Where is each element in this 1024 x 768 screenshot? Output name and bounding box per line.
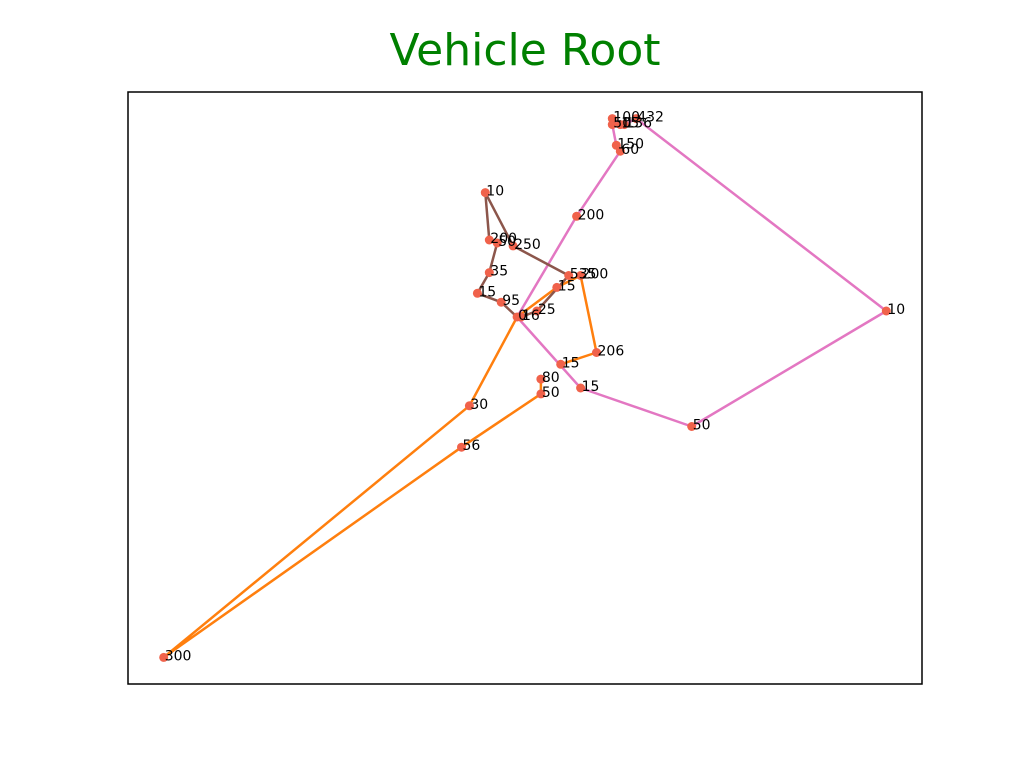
node-point-b9 (496, 297, 506, 307)
node-label-p10: 50 (693, 418, 711, 434)
node-point-o8 (576, 271, 586, 280)
node-label-center: 0 (518, 308, 527, 324)
node-label-b8: 15 (478, 284, 496, 300)
node-point-o10 (516, 312, 526, 322)
node-label-p6: 15 (621, 116, 639, 132)
node-label-b7: 35 (490, 264, 508, 280)
node-point-p11 (576, 383, 586, 393)
node-label-o2: 300 (165, 648, 192, 664)
node-point-p5 (607, 120, 617, 130)
node-point-p9 (881, 306, 891, 316)
node-label-b5: 200 (490, 231, 517, 247)
node-point-p10 (687, 422, 697, 431)
node-point-o5 (536, 374, 546, 384)
node-point-b4 (480, 188, 490, 198)
node-label-b9: 95 (502, 293, 520, 309)
node-point-p1 (572, 211, 582, 221)
node-label-p4: 100 (613, 110, 640, 126)
node-label-o3: 56 (463, 438, 481, 454)
node-point-p7 (619, 120, 629, 130)
node-label-o9: 15 (558, 278, 576, 294)
node-point-o4 (536, 389, 546, 399)
node-point-b8 (472, 288, 482, 298)
node-label-p9: 10 (887, 302, 905, 318)
nodes-layer (159, 114, 891, 662)
node-label-b2: 535 (570, 267, 597, 283)
node-label-o5: 80 (542, 370, 560, 386)
node-point-o6 (556, 359, 566, 369)
node-point-o9 (552, 282, 562, 292)
node-point-o7 (592, 348, 601, 357)
node-label-p7: 136 (625, 116, 652, 132)
node-label-o1: 30 (470, 397, 488, 413)
node-label-p5: 50 (613, 116, 631, 132)
node-label-b4: 10 (486, 184, 504, 200)
node-point-b2 (564, 271, 574, 280)
node-point-o2 (159, 652, 169, 662)
node-label-p8: 432 (637, 110, 664, 126)
node-point-o3 (457, 442, 466, 452)
plot-frame (127, 91, 923, 685)
node-label-p11: 15 (582, 379, 600, 395)
node-point-p8 (631, 114, 641, 124)
node-point-b7 (484, 268, 494, 278)
labels-layer: 0200601501005015136432105015303005650801… (165, 110, 905, 665)
node-label-o8: 200 (582, 267, 609, 283)
node-label-p1: 200 (578, 207, 605, 223)
node-label-b1: 25 (538, 302, 556, 318)
node-label-p2: 60 (621, 142, 639, 158)
node-point-b5 (484, 235, 494, 245)
chart-title: Vehicle Root (389, 25, 660, 76)
node-label-o4: 50 (542, 385, 560, 401)
node-point-b6 (492, 238, 502, 248)
node-label-p3: 150 (617, 136, 644, 152)
node-point-p3 (611, 140, 621, 150)
node-label-o6: 15 (562, 355, 580, 371)
node-label-b6: 50 (498, 234, 516, 250)
node-label-o7: 206 (598, 344, 625, 360)
node-point-b3 (508, 241, 518, 251)
node-point-b1 (532, 306, 542, 316)
node-label-b3: 250 (514, 237, 541, 253)
node-point-o1 (464, 401, 474, 411)
node-label-o10: 16 (522, 308, 540, 324)
